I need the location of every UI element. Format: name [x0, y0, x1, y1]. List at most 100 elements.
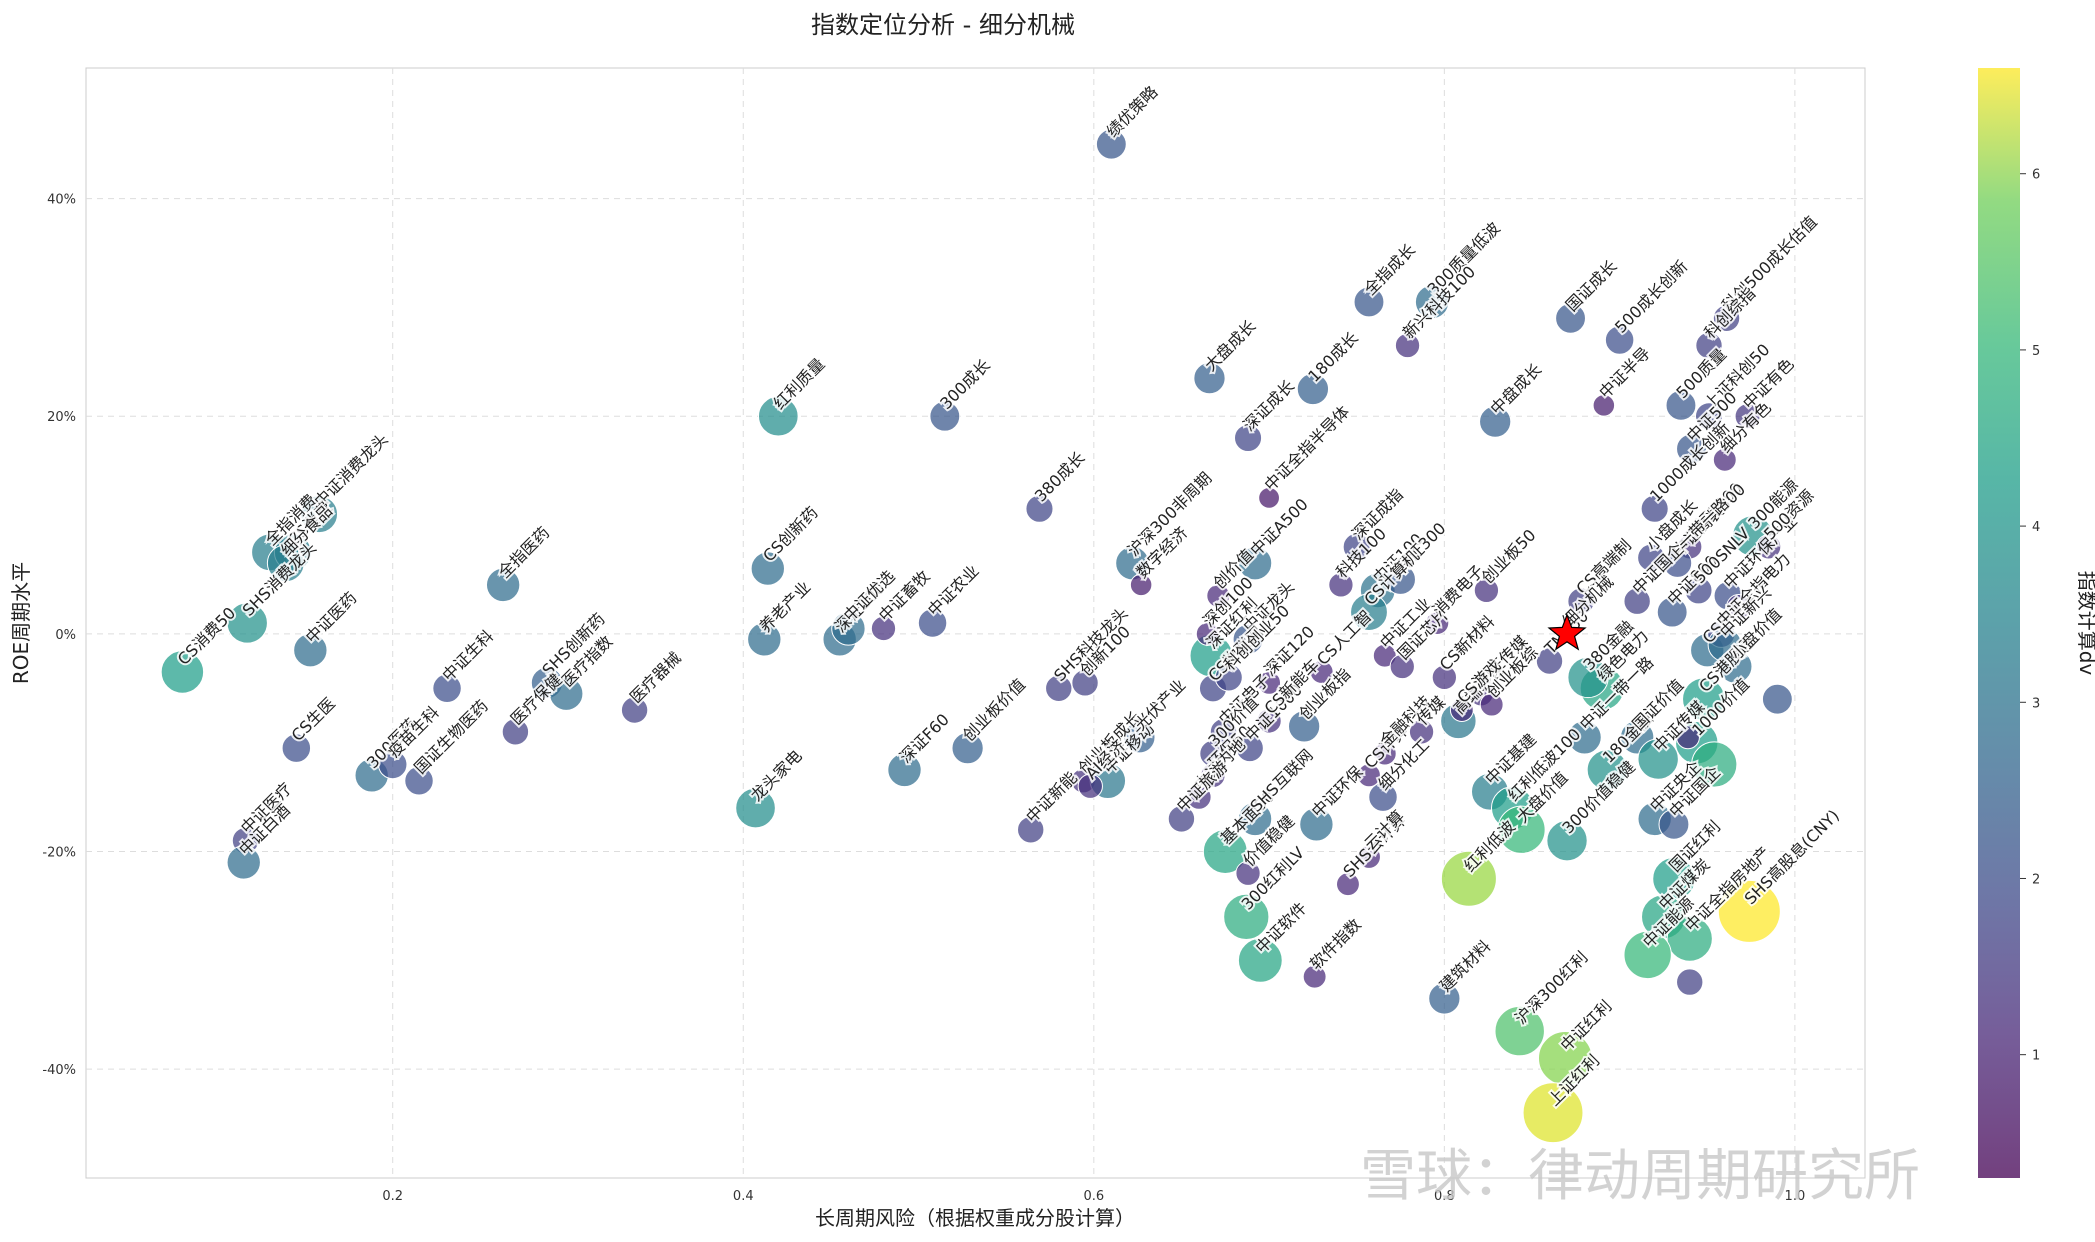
scatter-point	[1592, 394, 1616, 417]
scatter-point	[1586, 749, 1629, 791]
scatter-point	[1676, 968, 1704, 996]
scatter-point	[1237, 937, 1283, 983]
colorbar-tick-label: 2	[2032, 872, 2040, 887]
scatter-point	[1414, 284, 1450, 320]
scatter-point	[1637, 738, 1679, 780]
watermark: 雪球：律动周期研究所	[1360, 1144, 1920, 1209]
scatter-point	[1095, 128, 1127, 160]
colorbar-tick-label: 4	[2032, 520, 2040, 535]
scatter-point	[1357, 763, 1381, 788]
scatter-point	[831, 611, 866, 646]
colorbar-tick-label: 6	[2032, 168, 2040, 183]
scatter-point	[1479, 692, 1504, 717]
scatter-point	[1302, 964, 1327, 989]
scatter-point	[735, 787, 776, 829]
x-tick-label: 0.2	[382, 1189, 403, 1204]
scatter-point	[1256, 708, 1282, 734]
scatter-point	[160, 650, 205, 694]
scatter-point	[1494, 1005, 1545, 1057]
highlight-star	[1547, 613, 1587, 651]
scatter-point	[1694, 402, 1724, 431]
scatter-point	[1479, 405, 1512, 438]
scatter-point	[1431, 664, 1457, 691]
y-axis-ticks: 40% 20% 0% -20% -40%	[42, 193, 76, 1079]
scatter-point	[1666, 915, 1713, 962]
scatter-point	[226, 845, 261, 880]
colorbar-ticks: 1 2 3 4 5 6	[2020, 168, 2040, 1064]
colorbar-tick-label: 5	[2032, 344, 2040, 359]
x-axis-title: 长周期风险（根据权重成分股计算）	[815, 1206, 1135, 1230]
x-tick-label: 0.8	[1434, 1189, 1455, 1204]
scatter-point	[1676, 725, 1700, 750]
scatter-point	[549, 676, 584, 711]
scatter-point	[1408, 719, 1435, 745]
scatter-point	[1497, 805, 1546, 854]
scatter-point	[1195, 621, 1220, 646]
scatter-point	[1691, 741, 1738, 788]
scatter-point	[1342, 532, 1371, 561]
scatter-point	[1717, 879, 1781, 943]
colorbar	[1978, 68, 2020, 1178]
scatter-point	[1123, 721, 1156, 754]
scatter-point	[1299, 807, 1334, 842]
scatter-point	[377, 749, 408, 780]
y-tick-label: -40%	[42, 1063, 76, 1078]
scatter-point	[1665, 389, 1697, 421]
y-tick-label: 0%	[55, 628, 76, 643]
y-tick-label: 40%	[47, 193, 76, 208]
scatter-point	[1017, 816, 1045, 844]
scatter-point	[1357, 845, 1381, 869]
scatter-point	[485, 567, 521, 603]
scatter-point	[1567, 656, 1609, 699]
scatter-point	[293, 633, 328, 668]
scatter-point	[1200, 762, 1226, 788]
scatter-point	[1296, 372, 1330, 406]
scatter-point	[951, 732, 984, 765]
scatter-point	[501, 718, 530, 746]
scatter-point	[1385, 564, 1416, 595]
scatter-point	[1309, 660, 1334, 684]
x-axis-ticks: 0.2 0.4 0.6 0.8 1.0	[382, 1189, 1805, 1204]
scatter-point	[1394, 332, 1421, 359]
scatter-point	[1656, 596, 1688, 628]
x-tick-label: 1.0	[1785, 1189, 1806, 1204]
scatter-point	[1718, 649, 1753, 684]
scatter-point	[1071, 669, 1099, 697]
scatter-point	[1235, 860, 1261, 886]
scatter-point	[747, 622, 782, 657]
y-axis-title: ROE周期水平	[9, 562, 33, 684]
scatter-point	[1353, 286, 1385, 318]
scatter-point	[1726, 594, 1752, 620]
highlight-marker	[1547, 613, 1587, 651]
scatter-point	[1206, 583, 1231, 608]
scatter-point	[1214, 663, 1243, 692]
y-tick-label: 20%	[47, 410, 76, 425]
scatter-point	[917, 608, 948, 638]
scatter-point	[620, 696, 649, 724]
scatter-point	[300, 495, 339, 534]
x-tick-label: 0.6	[1083, 1189, 1104, 1204]
scatter-point	[1237, 801, 1273, 837]
scatter-point	[226, 602, 268, 644]
scatter-point	[1755, 534, 1782, 560]
scatter-point	[1025, 494, 1054, 523]
scatter-point	[1640, 494, 1669, 523]
scatter-point	[1695, 331, 1723, 360]
scatter-point	[1389, 653, 1415, 680]
scatter-point	[870, 615, 897, 642]
scatter-point	[1372, 741, 1397, 766]
scatter-point	[1237, 545, 1273, 581]
scatter-point	[1234, 423, 1263, 453]
colorbar-title: 指数计算dv	[2075, 571, 2095, 676]
scatter-point	[1167, 805, 1196, 833]
scatter-point	[1129, 573, 1153, 597]
scatter-point	[750, 551, 785, 586]
scatter-point	[1186, 784, 1212, 810]
scatter-point	[1258, 486, 1280, 509]
scatter-point	[432, 673, 462, 704]
scatter-point	[281, 733, 312, 763]
scatter-point	[1328, 572, 1354, 598]
scatter-point	[1440, 850, 1497, 907]
chart-title: 指数定位分析 - 细分机械	[811, 11, 1075, 39]
scatter-point	[1623, 587, 1651, 615]
